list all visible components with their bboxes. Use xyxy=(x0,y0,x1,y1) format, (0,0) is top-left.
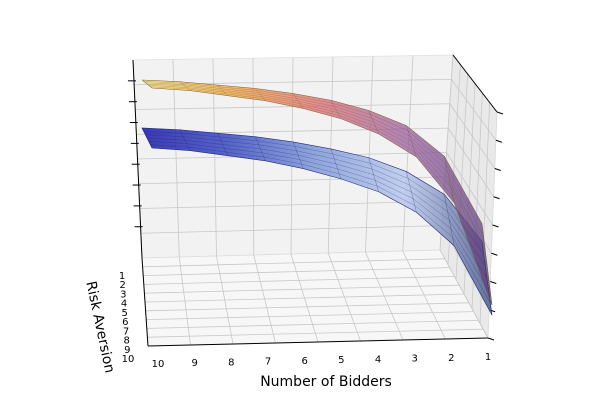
upper-surface-mesh-line xyxy=(145,82,486,251)
lower-surface-mesh-line xyxy=(150,144,491,303)
upper-surface-mesh-line xyxy=(148,85,489,279)
y-tick-label: 4 xyxy=(121,299,127,310)
y-tick-label: 3 xyxy=(120,289,126,300)
x-tick-label: 3 xyxy=(411,354,417,365)
y-tick-label: 9 xyxy=(124,345,130,356)
lower-surface-mesh-line xyxy=(145,134,486,267)
y-tick-label: 1 xyxy=(119,271,125,282)
x-tick-label: 5 xyxy=(338,355,344,366)
right-axis-tick xyxy=(487,337,495,341)
y-tick-label: 5 xyxy=(121,308,127,319)
surfaces xyxy=(141,79,493,316)
z-axis-line xyxy=(132,59,143,259)
y-axis-label: Risk Aversion xyxy=(82,280,117,375)
right-axis-tick xyxy=(490,281,497,284)
z-axis xyxy=(127,54,504,347)
floor-y-gridline xyxy=(146,320,479,329)
floor-y-gridline xyxy=(145,302,469,312)
lower-surface-mesh-line xyxy=(148,141,489,291)
floor-y-gridline xyxy=(144,293,465,303)
back-wall-horizontal-gridline xyxy=(140,225,442,234)
x-tick-label: 9 xyxy=(191,358,197,369)
x-tick-label: 4 xyxy=(375,354,381,365)
back-wall-horizontal-gridline xyxy=(139,200,444,209)
upper-surface-mesh-line xyxy=(150,86,491,292)
floor-y-gridline xyxy=(142,258,445,268)
x-tick-label: 1 xyxy=(485,352,491,363)
y-tick-label: 7 xyxy=(123,326,129,337)
x-tick-label: 6 xyxy=(301,356,307,367)
y-axis-line xyxy=(141,257,149,347)
right-axis-tick xyxy=(496,111,504,115)
right-axis-tick xyxy=(491,252,498,256)
x-tick-label: 2 xyxy=(448,353,454,364)
y-tick-label: 10 xyxy=(122,354,135,365)
x-tick-label: 10 xyxy=(152,359,165,370)
x-tick-label: 8 xyxy=(228,357,234,368)
x-axis-line xyxy=(147,337,489,347)
x-tick-label: 7 xyxy=(265,357,271,368)
top-right-axis-line xyxy=(452,54,498,113)
y-tick-label: 6 xyxy=(122,317,128,328)
right-axis-tick xyxy=(492,224,499,228)
right-axis-tick xyxy=(493,196,500,200)
upper-surface-mesh-line xyxy=(146,83,488,265)
y-tick-label: 8 xyxy=(123,336,129,347)
right-axis-tick xyxy=(495,139,503,143)
y-tick-label: 2 xyxy=(119,280,125,291)
floor-y-gridline xyxy=(146,311,474,320)
upper-surface-mesh-line xyxy=(143,81,484,238)
floor-y-gridline xyxy=(143,276,455,285)
back-wall-horizontal-gridline xyxy=(135,103,450,110)
x-tick-labels: 10 9 8 7 6 5 4 3 2 1 xyxy=(152,352,492,370)
right-axis-tick xyxy=(494,168,501,171)
lower-surface-mesh-line xyxy=(143,131,484,254)
lower-surface-mesh-line xyxy=(146,137,488,279)
floor-y-gridline xyxy=(147,328,484,338)
floor-y-gridline xyxy=(143,267,450,276)
x-axis-label: Number of Bidders xyxy=(260,374,392,390)
floor-y-gridline xyxy=(144,284,460,294)
